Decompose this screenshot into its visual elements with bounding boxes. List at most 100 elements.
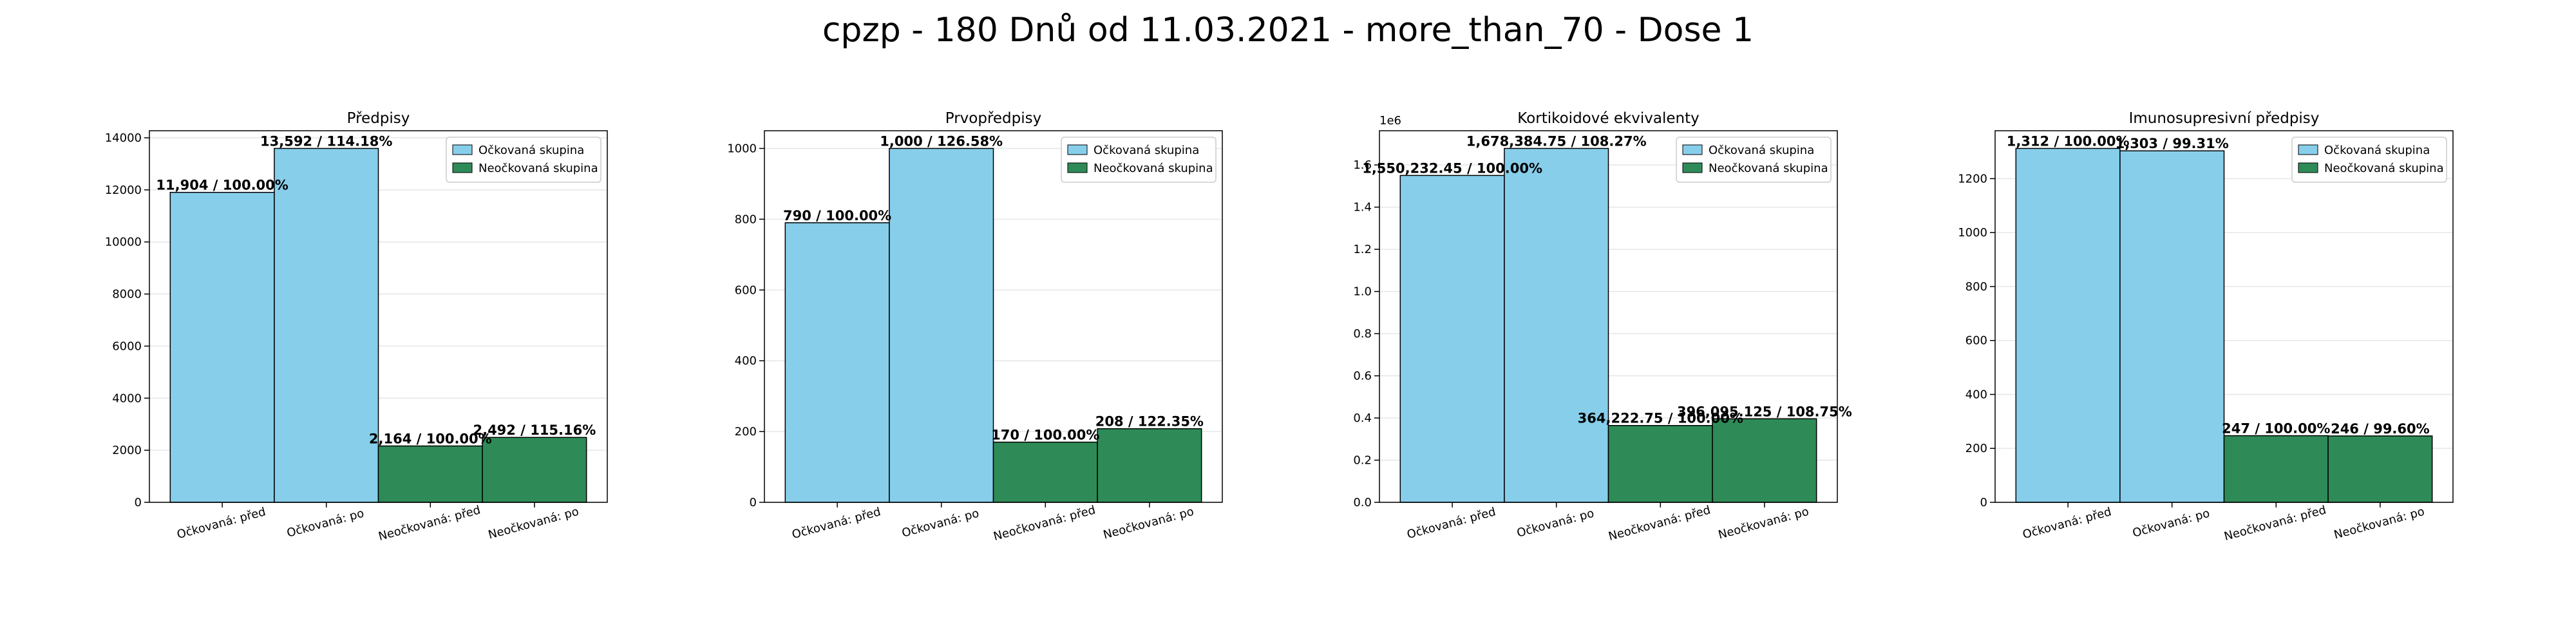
x-tick-label: Neočkovaná: před <box>1607 503 1712 543</box>
x-tick-label: Neočkovaná: po <box>487 505 580 542</box>
y-tick-label: 1000 <box>1958 226 1987 240</box>
legend: Očkovaná skupina Neočkovaná skupina <box>1676 137 1832 183</box>
y-tick-label: 1.2 <box>1353 243 1372 256</box>
bar-3 <box>992 441 1098 503</box>
axes-frame <box>764 130 1223 503</box>
data-label: 1,000 / 126.58% <box>880 133 1003 149</box>
y-tick-label: 200 <box>1965 442 1987 455</box>
legend-box <box>2291 137 2447 183</box>
y-tick-label: 4000 <box>112 392 142 405</box>
y-tick-label: 0.0 <box>1353 496 1372 509</box>
data-label: 1,550,232.45 / 100.00% <box>1362 160 1542 176</box>
subplot-1: 11,904 / 100.00% 13,592 / 114.18% 2,164 / … <box>105 110 608 544</box>
legend-box <box>1061 137 1217 183</box>
data-label: 11,904 / 100.00% <box>156 178 288 193</box>
axes-frame <box>1379 130 1838 503</box>
y-tick-label: 2000 <box>112 444 142 457</box>
x-tick-label: Neočkovaná: po <box>2333 505 2426 542</box>
data-label: 2,492 / 115.16% <box>473 422 596 438</box>
legend: Očkovaná skupina Neočkovaná skupina <box>2291 137 2447 183</box>
legend: Očkovaná skupina Neočkovaná skupina <box>1061 137 1217 183</box>
legend-entry: Neočkovaná skupina <box>478 162 598 175</box>
y-tick-label: 800 <box>1965 280 1987 294</box>
y-tick-label: 1.0 <box>1353 285 1372 299</box>
subplot-title: Prvopředpisy <box>945 110 1042 127</box>
x-tick-label: Očkovaná: po <box>2131 507 2211 540</box>
axes-frame <box>149 130 608 503</box>
y-tick-label: 1.4 <box>1353 201 1372 214</box>
legend-entry: Očkovaná skupina <box>478 144 584 157</box>
bar-1 <box>784 222 890 503</box>
bar-1 <box>2015 147 2121 503</box>
x-tick-label: Očkovaná: před <box>791 505 882 542</box>
legend-entry: Neočkovaná skupina <box>1709 162 1828 175</box>
legend-swatch <box>2298 144 2318 155</box>
legend-box <box>446 137 601 183</box>
data-label: 1,312 / 100.00% <box>2007 133 2130 149</box>
data-label: 208 / 122.35% <box>1095 414 1204 430</box>
x-tick-label: Očkovaná: před <box>176 505 267 542</box>
y-tick-label: 12000 <box>105 184 142 197</box>
y-tick-label: 10000 <box>105 236 142 249</box>
y-tick-label: 200 <box>735 425 757 439</box>
bar-4 <box>2327 435 2433 503</box>
bar-2 <box>274 147 379 503</box>
y-tick-label: 1000 <box>727 142 757 155</box>
data-label: 246 / 99.60% <box>2331 421 2430 437</box>
x-tick-label: Neočkovaná: před <box>2222 503 2327 543</box>
y-tick-label: 0 <box>750 496 757 509</box>
legend-swatch <box>1682 162 1703 173</box>
legend-box <box>1676 137 1832 183</box>
legend-swatch <box>1682 144 1703 155</box>
bar-4 <box>1097 428 1202 503</box>
data-label: 790 / 100.00% <box>783 208 891 223</box>
bar-4 <box>1712 418 1817 503</box>
data-label: 364,222.75 / 100.00% <box>1578 411 1743 426</box>
data-label: 1,303 / 99.31% <box>2116 136 2229 151</box>
x-tick-label: Neočkovaná: po <box>1717 505 1810 542</box>
y-tick-label: 6000 <box>112 339 142 353</box>
legend-swatch <box>1067 144 1088 155</box>
bar-3 <box>1607 424 1713 503</box>
y-tick-label: 400 <box>735 354 757 368</box>
x-tick-label: Neočkovaná: po <box>1102 505 1195 542</box>
y-tick-label: 1200 <box>1958 172 1987 185</box>
y-tick-label: 0.2 <box>1353 454 1372 468</box>
subplot-3: 1,550,232.45 / 100.00% 1,678,384.75 / 108… <box>1353 110 1852 544</box>
data-label: 247 / 100.00% <box>2222 421 2330 437</box>
y-tick-label: 0.6 <box>1353 370 1372 383</box>
x-tick-label: Neočkovaná: před <box>992 503 1097 543</box>
y-tick-label: 400 <box>1965 388 1987 401</box>
y-tick-label: 14000 <box>105 131 142 145</box>
x-tick-label: Neočkovaná: před <box>377 503 482 543</box>
legend-swatch <box>452 162 473 173</box>
x-tick-label: Očkovaná: před <box>1406 505 1497 542</box>
y-tick-label: 0.8 <box>1353 327 1372 341</box>
subplot-2: 790 / 100.00% 1,000 / 126.58% 170 / 100.00… <box>727 110 1223 544</box>
bar-2 <box>2119 150 2225 503</box>
x-tick-label: Očkovaná: po <box>1515 507 1595 540</box>
y-tick-label: 0 <box>135 496 142 509</box>
x-tick-label: Očkovaná: po <box>285 507 365 540</box>
subplot-title: Předpisy <box>347 110 410 127</box>
axes-frame <box>1994 130 2454 503</box>
figure-title: cpzp - 180 Dnů od 11.03.2021 - more_than… <box>822 11 1754 50</box>
data-label: 170 / 100.00% <box>991 428 1099 443</box>
bar-4 <box>482 437 587 503</box>
x-tick-label: Očkovaná: po <box>900 507 980 540</box>
bar-2 <box>889 147 994 503</box>
y-tick-label: 0 <box>1980 496 1987 509</box>
legend-entry: Neočkovaná skupina <box>2324 162 2444 175</box>
legend-entry: Očkovaná skupina <box>1094 144 1199 157</box>
y-tick-label: 0.4 <box>1353 412 1372 425</box>
bar-1 <box>169 191 275 503</box>
y-tick-label: 8000 <box>112 288 142 301</box>
subplot-title: Imunosupresivní předpisy <box>2129 110 2320 127</box>
legend-swatch <box>1067 162 1088 173</box>
legend-entry: Očkovaná skupina <box>1709 144 1814 157</box>
legend-swatch <box>452 144 473 155</box>
legend-swatch <box>2298 162 2318 173</box>
data-label: 13,592 / 114.18% <box>260 133 392 149</box>
